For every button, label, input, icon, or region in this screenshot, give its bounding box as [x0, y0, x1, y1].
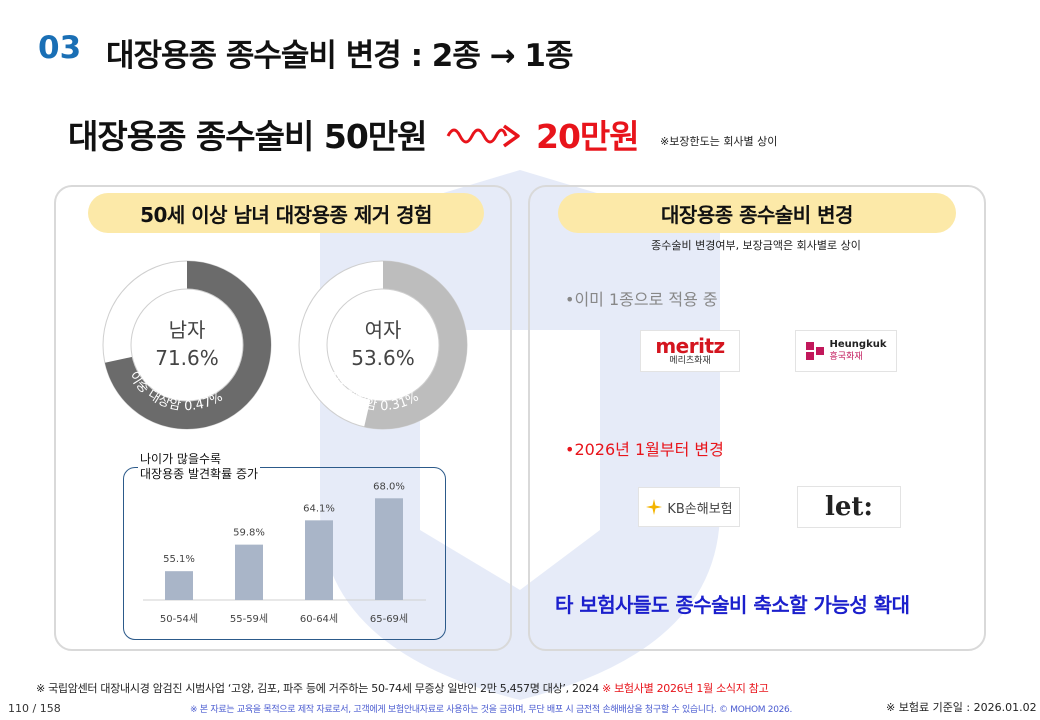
donut-male-value: 71.6% — [155, 346, 219, 370]
page-number: 110 / 158 — [8, 702, 61, 715]
bullet-changing-2026: •2026년 1월부터 변경 — [565, 440, 724, 459]
kb-logo: KB손해보험 — [638, 487, 740, 527]
donut-chart-female: 이중 대장암 0.31% — [298, 260, 468, 430]
let-logo-text: let: — [824, 492, 874, 522]
bar-chart: 55.1% 50-54세 59.8% 55-59세 64.1% 60-64세 68.0% 65… — [143, 481, 426, 625]
donut-female-title: 여자 — [364, 318, 402, 342]
donut-arc-segment — [104, 261, 271, 429]
donut-arc-segment — [364, 261, 467, 429]
footer-base-date: ※ 보험료 기준일 : 2026.01.02 — [886, 701, 1037, 714]
bar — [165, 571, 193, 600]
meritz-logo: meritz 메리츠화재 — [640, 330, 740, 372]
kb-logo-text: KB손해보험 — [667, 501, 733, 517]
bar — [235, 544, 263, 600]
subtitle-note: ※보장한도는 회사별 상이 — [660, 135, 778, 148]
donut-male-title: 남자 — [168, 318, 206, 342]
footer-source: ※ 국립암센터 대장내시경 암검진 시범사업 ‘고양, 김포, 파주 등에 거주… — [36, 680, 769, 696]
heungkuk-mark-icon — [805, 342, 824, 360]
heungkuk-logo-text: Heungkuk — [829, 339, 887, 350]
bullet-already-applied: •이미 1종으로 적용 중 — [565, 290, 718, 309]
conclusion-text: 타 보험사들도 종수술비 축소할 가능성 확대 — [555, 593, 910, 617]
subtitle-before: 대장용종 종수술비 50만원 — [68, 117, 428, 156]
x-tick-label: 60-64세 — [300, 613, 338, 625]
heungkuk-logo-text-block: Heungkuk 흥국화재 — [830, 339, 887, 363]
bar-value-label: 64.1% — [303, 503, 335, 514]
footer-disclaimer: ※ 본 자료는 교육을 목적으로 제작 자료로서, 고객에게 보험안내자료로 사… — [190, 705, 793, 715]
x-tick-label: 50-54세 — [160, 613, 198, 625]
page-title: 대장용종 종수술비 변경 : 2종 → 1종 — [106, 38, 574, 74]
section-number: 03 — [38, 30, 82, 66]
donut-male-label: 남자 71.6% — [137, 316, 237, 372]
bar — [375, 498, 403, 600]
meritz-logo-text: meritz — [655, 333, 725, 358]
x-tick-label: 55-59세 — [230, 613, 268, 625]
bar — [305, 520, 333, 600]
left-panel — [54, 185, 512, 651]
right-panel-heading: 대장용종 종수술비 변경 — [558, 193, 956, 233]
donut-chart-male: 이중 대장암 0.47% — [102, 260, 272, 430]
let-logo: let: — [797, 486, 901, 528]
squiggle-arrow-icon — [446, 124, 520, 148]
x-tick-label: 65-69세 — [370, 613, 408, 625]
kb-star-icon — [646, 499, 663, 515]
donut-inner-hole — [326, 288, 440, 402]
footer-source-text: ※ 국립암센터 대장내시경 암검진 시범사업 ‘고양, 김포, 파주 등에 거주… — [36, 682, 599, 695]
bar-value-label: 55.1% — [163, 554, 195, 565]
subtitle-after: 20만원 — [536, 117, 640, 156]
bar-value-label: 59.8% — [233, 528, 265, 539]
heungkuk-logo-sub: 흥국화재 — [829, 352, 863, 362]
meritz-logo-sub: 메리츠화재 — [669, 355, 711, 366]
donut-female-value: 53.6% — [351, 346, 415, 370]
bar-chart-caption: 나이가 많을수록 대장용종 발견확률 증가 — [138, 452, 261, 482]
right-panel — [528, 185, 986, 651]
left-panel-heading: 50세 이상 남녀 대장용종 제거 경험 — [88, 193, 484, 233]
donut-inner-hole — [130, 288, 244, 402]
bar-chart-caption-line2: 대장용종 발견확률 증가 — [140, 467, 259, 481]
heungkuk-logo: Heungkuk 흥국화재 — [795, 330, 897, 372]
bar-chart-caption-line1: 나이가 많을수록 — [140, 452, 222, 466]
bar-value-label: 68.0% — [373, 481, 405, 492]
footer-source-red: ※ 보험사별 2026년 1월 소식지 참고 — [598, 682, 769, 695]
donut-female-label: 여자 53.6% — [333, 316, 433, 372]
bar-chart-frame — [123, 467, 446, 640]
right-panel-note: 종수술비 변경여부, 보장금액은 회사별로 상이 — [651, 239, 861, 252]
